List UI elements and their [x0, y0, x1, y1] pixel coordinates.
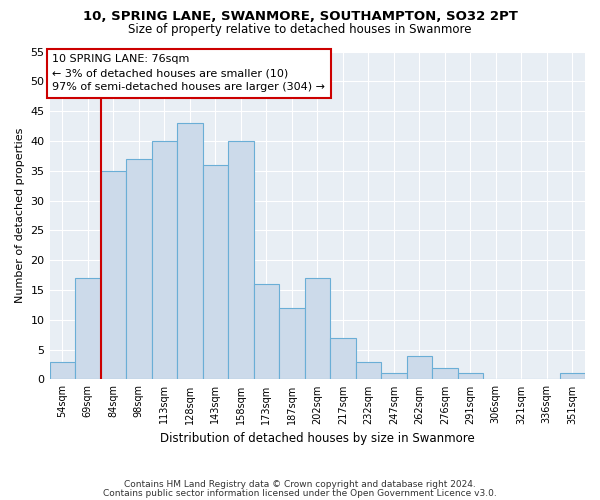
Text: 10 SPRING LANE: 76sqm
← 3% of detached houses are smaller (10)
97% of semi-detac: 10 SPRING LANE: 76sqm ← 3% of detached h…: [52, 54, 325, 92]
Bar: [50, 362, 75, 380]
Bar: [356, 362, 381, 380]
Text: Contains HM Land Registry data © Crown copyright and database right 2024.: Contains HM Land Registry data © Crown c…: [124, 480, 476, 489]
X-axis label: Distribution of detached houses by size in Swanmore: Distribution of detached houses by size …: [160, 432, 475, 445]
Bar: [279, 308, 305, 380]
Bar: [177, 123, 203, 380]
Text: Contains public sector information licensed under the Open Government Licence v3: Contains public sector information licen…: [103, 488, 497, 498]
Bar: [203, 165, 228, 380]
Bar: [432, 368, 458, 380]
Text: Size of property relative to detached houses in Swanmore: Size of property relative to detached ho…: [128, 22, 472, 36]
Text: 10, SPRING LANE, SWANMORE, SOUTHAMPTON, SO32 2PT: 10, SPRING LANE, SWANMORE, SOUTHAMPTON, …: [83, 10, 517, 23]
Bar: [458, 374, 483, 380]
Bar: [381, 374, 407, 380]
Bar: [228, 141, 254, 380]
Bar: [254, 284, 279, 380]
Bar: [305, 278, 330, 380]
Bar: [75, 278, 101, 380]
Bar: [407, 356, 432, 380]
Y-axis label: Number of detached properties: Number of detached properties: [15, 128, 25, 303]
Bar: [560, 374, 585, 380]
Bar: [126, 159, 152, 380]
Bar: [101, 170, 126, 380]
Bar: [152, 141, 177, 380]
Bar: [330, 338, 356, 380]
